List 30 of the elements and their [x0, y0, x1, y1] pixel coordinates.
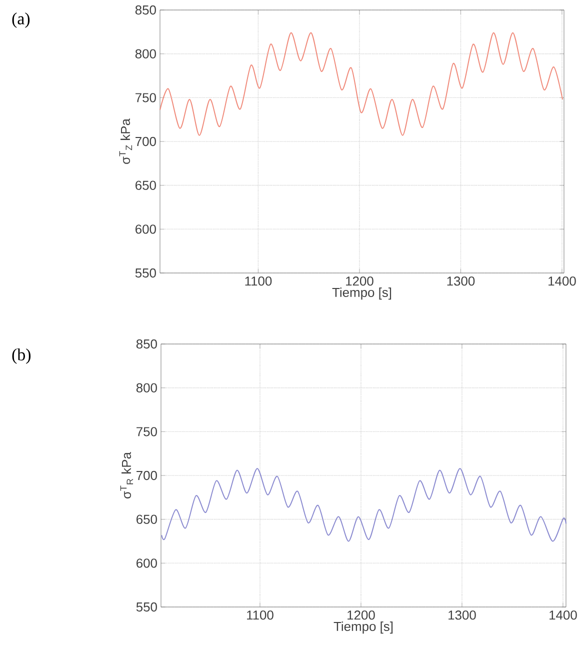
x-axis-title: Tiempo [s] [332, 288, 392, 300]
y-tick-label: 800 [136, 383, 157, 392]
text: (b) [12, 348, 31, 364]
line-series [161, 468, 566, 542]
y-tick-label: 750 [136, 427, 157, 436]
x-tick-label: 1200 [346, 276, 374, 286]
x-tick-label: 1100 [247, 610, 274, 620]
y-tick-label: 850 [136, 339, 157, 349]
text: (a) [12, 12, 30, 28]
y-tick-label: 650 [136, 514, 157, 524]
y-tick-label: 650 [136, 180, 156, 190]
y-tick-label: 600 [136, 224, 156, 234]
line-series [160, 32, 564, 136]
x-tick-label: 1400 [550, 610, 577, 620]
y-tick-label: 550 [136, 602, 157, 612]
y-tick-label: 700 [136, 470, 157, 480]
y-axis-title: σ$^{T}$$_{R}$ kPa [120, 452, 134, 498]
y-tick-label: 850 [135, 5, 156, 15]
y-axis-title: σ$^{T}$$_{Z}$ kPa [119, 118, 132, 164]
y-tick-label: 750 [136, 93, 156, 102]
x-tick-label: 1300 [448, 610, 476, 620]
y-tick-label: 550 [135, 268, 156, 278]
x-tick-label: 1400 [548, 276, 576, 286]
x-tick-label: 1300 [447, 276, 475, 286]
y-tick-label: 600 [136, 558, 157, 568]
x-axis-title: Tiempo [s] [334, 622, 393, 634]
x-tick-label: 1200 [348, 610, 375, 620]
y-tick-label: 800 [135, 49, 156, 58]
y-tick-label: 700 [136, 136, 156, 146]
x-tick-label: 1100 [245, 276, 272, 286]
